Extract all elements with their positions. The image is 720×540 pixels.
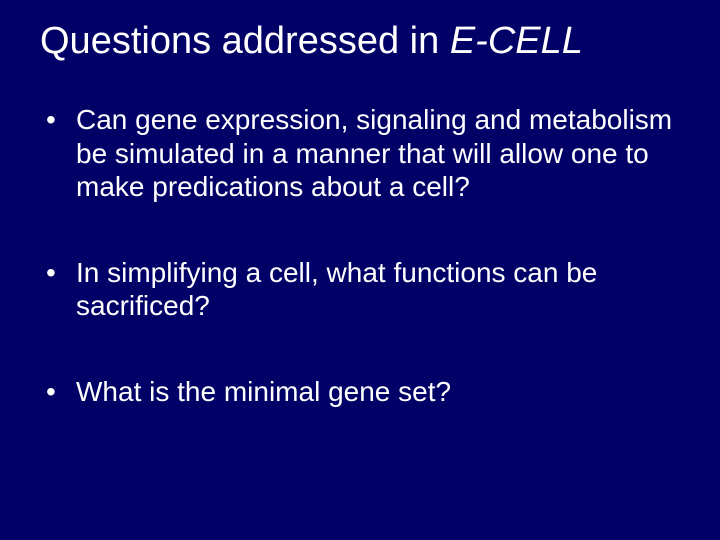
bullet-list: Can gene expression, signaling and metab… bbox=[40, 103, 680, 409]
title-prefix: Questions addressed in bbox=[40, 20, 450, 62]
bullet-item: In simplifying a cell, what functions ca… bbox=[40, 256, 680, 323]
bullet-item: What is the minimal gene set? bbox=[40, 375, 680, 409]
slide-title: Questions addressed in E-CELL bbox=[40, 20, 680, 63]
title-italic: E-CELL bbox=[450, 20, 583, 62]
bullet-item: Can gene expression, signaling and metab… bbox=[40, 103, 680, 204]
slide: Questions addressed in E-CELL Can gene e… bbox=[0, 0, 720, 540]
